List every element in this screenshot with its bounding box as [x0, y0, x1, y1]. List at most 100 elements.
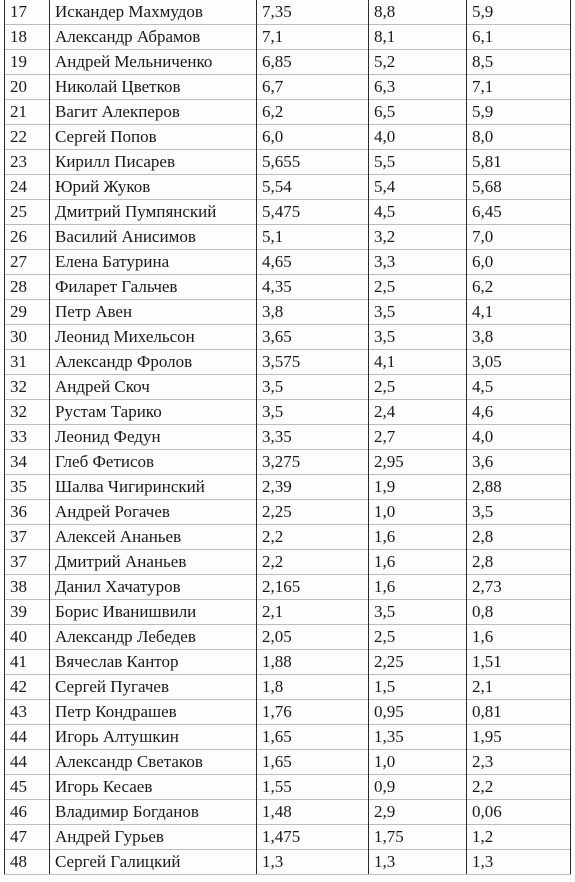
- rank-cell: 43: [4, 699, 50, 725]
- rank-cell: 34: [4, 449, 50, 475]
- name-cell: Данил Хачатуров: [49, 574, 257, 600]
- value-cell-1: 2,165: [256, 574, 369, 600]
- value-cell-1: 2,25: [256, 499, 369, 525]
- rank-cell: 32: [4, 399, 50, 425]
- value-cell-1: 3,8: [256, 299, 369, 325]
- name-cell: Андрей Мельниченко: [49, 49, 257, 75]
- value-cell-1: 3,5: [256, 374, 369, 400]
- rank-cell: 24: [4, 174, 50, 200]
- value-cell-2: 2,4: [368, 399, 467, 425]
- rank-cell: 47: [4, 824, 50, 850]
- name-cell: Николай Цветков: [49, 74, 257, 100]
- table-row: 19 Андрей Мельниченко 6,85 5,2 8,5: [4, 49, 571, 75]
- rank-cell: 27: [4, 249, 50, 275]
- name-cell: Дмитрий Ананьев: [49, 549, 257, 575]
- table-row: 43 Петр Кондрашев 1,76 0,95 0,81: [4, 699, 571, 725]
- rank-cell: 25: [4, 199, 50, 225]
- name-cell: Андрей Гурьев: [49, 824, 257, 850]
- table-row: 35 Шалва Чигиринский 2,39 1,9 2,88: [4, 474, 571, 500]
- value-cell-1: 1,48: [256, 799, 369, 825]
- value-cell-2: 2,25: [368, 649, 467, 675]
- name-cell: Искандер Махмудов: [49, 0, 257, 25]
- rank-cell: 29: [4, 299, 50, 325]
- table-row: 38 Данил Хачатуров 2,165 1,6 2,73: [4, 574, 571, 600]
- value-cell-2: 4,5: [368, 199, 467, 225]
- value-cell-3: 8,5: [466, 49, 571, 75]
- name-cell: Александр Лебедев: [49, 624, 257, 650]
- value-cell-2: 3,5: [368, 599, 467, 625]
- value-cell-3: 2,3: [466, 749, 571, 775]
- value-cell-2: 0,95: [368, 699, 467, 725]
- value-cell-2: 2,5: [368, 274, 467, 300]
- name-cell: Вагит Алекперов: [49, 99, 257, 125]
- name-cell: Александр Абрамов: [49, 24, 257, 50]
- value-cell-3: 7,1: [466, 74, 571, 100]
- name-cell: Игорь Алтушкин: [49, 724, 257, 750]
- value-cell-2: 8,8: [368, 0, 467, 25]
- name-cell: Алексей Ананьев: [49, 524, 257, 550]
- table-row: 32 Рустам Тарико 3,5 2,4 4,6: [4, 399, 571, 425]
- name-cell: Елена Батурина: [49, 249, 257, 275]
- table-row: 27 Елена Батурина 4,65 3,3 6,0: [4, 249, 571, 275]
- value-cell-2: 1,75: [368, 824, 467, 850]
- name-cell: Леонид Михельсон: [49, 324, 257, 350]
- rank-cell: 23: [4, 149, 50, 175]
- rank-cell: 20: [4, 74, 50, 100]
- value-cell-1: 1,65: [256, 749, 369, 775]
- value-cell-2: 4,0: [368, 124, 467, 150]
- value-cell-1: 1,65: [256, 724, 369, 750]
- value-cell-3: 4,5: [466, 374, 571, 400]
- name-cell: Сергей Пугачев: [49, 674, 257, 700]
- rank-cell: 33: [4, 424, 50, 450]
- name-cell: Борис Иванишвили: [49, 599, 257, 625]
- rank-cell: 19: [4, 49, 50, 75]
- value-cell-3: 0,06: [466, 799, 571, 825]
- table-row: 25 Дмитрий Пумпянский 5,475 4,5 6,45: [4, 199, 571, 225]
- value-cell-1: 7,35: [256, 0, 369, 25]
- table-row: 36 Андрей Рогачев 2,25 1,0 3,5: [4, 499, 571, 525]
- table-row: 44 Александр Светаков 1,65 1,0 2,3: [4, 749, 571, 775]
- value-cell-1: 2,2: [256, 549, 369, 575]
- value-cell-3: 8,0: [466, 124, 571, 150]
- value-cell-3: 4,1: [466, 299, 571, 325]
- value-cell-3: 0,8: [466, 599, 571, 625]
- rank-cell: 28: [4, 274, 50, 300]
- value-cell-1: 3,35: [256, 424, 369, 450]
- value-cell-2: 3,3: [368, 249, 467, 275]
- value-cell-3: 3,05: [466, 349, 571, 375]
- value-cell-1: 3,575: [256, 349, 369, 375]
- value-cell-2: 5,2: [368, 49, 467, 75]
- table-row: 29 Петр Авен 3,8 3,5 4,1: [4, 299, 571, 325]
- value-cell-3: 2,2: [466, 774, 571, 800]
- rank-cell: 31: [4, 349, 50, 375]
- value-cell-3: 2,8: [466, 524, 571, 550]
- rank-cell: 48: [4, 849, 50, 875]
- name-cell: Андрей Рогачев: [49, 499, 257, 525]
- value-cell-1: 5,655: [256, 149, 369, 175]
- value-cell-3: 5,9: [466, 99, 571, 125]
- name-cell: Кирилл Писарев: [49, 149, 257, 175]
- value-cell-3: 6,1: [466, 24, 571, 50]
- value-cell-2: 5,4: [368, 174, 467, 200]
- value-cell-3: 2,8: [466, 549, 571, 575]
- value-cell-1: 2,2: [256, 524, 369, 550]
- value-cell-1: 3,5: [256, 399, 369, 425]
- value-cell-3: 4,0: [466, 424, 571, 450]
- name-cell: Вячеслав Кантор: [49, 649, 257, 675]
- rank-cell: 18: [4, 24, 50, 50]
- value-cell-1: 1,55: [256, 774, 369, 800]
- name-cell: Игорь Кесаев: [49, 774, 257, 800]
- value-cell-3: 2,73: [466, 574, 571, 600]
- value-cell-2: 1,6: [368, 524, 467, 550]
- table-row: 32 Андрей Скоч 3,5 2,5 4,5: [4, 374, 571, 400]
- name-cell: Рустам Тарико: [49, 399, 257, 425]
- value-cell-1: 4,35: [256, 274, 369, 300]
- value-cell-2: 6,3: [368, 74, 467, 100]
- value-cell-3: 4,6: [466, 399, 571, 425]
- name-cell: Филарет Гальчев: [49, 274, 257, 300]
- rank-cell: 40: [4, 624, 50, 650]
- rank-cell: 35: [4, 474, 50, 500]
- value-cell-2: 3,2: [368, 224, 467, 250]
- rank-cell: 36: [4, 499, 50, 525]
